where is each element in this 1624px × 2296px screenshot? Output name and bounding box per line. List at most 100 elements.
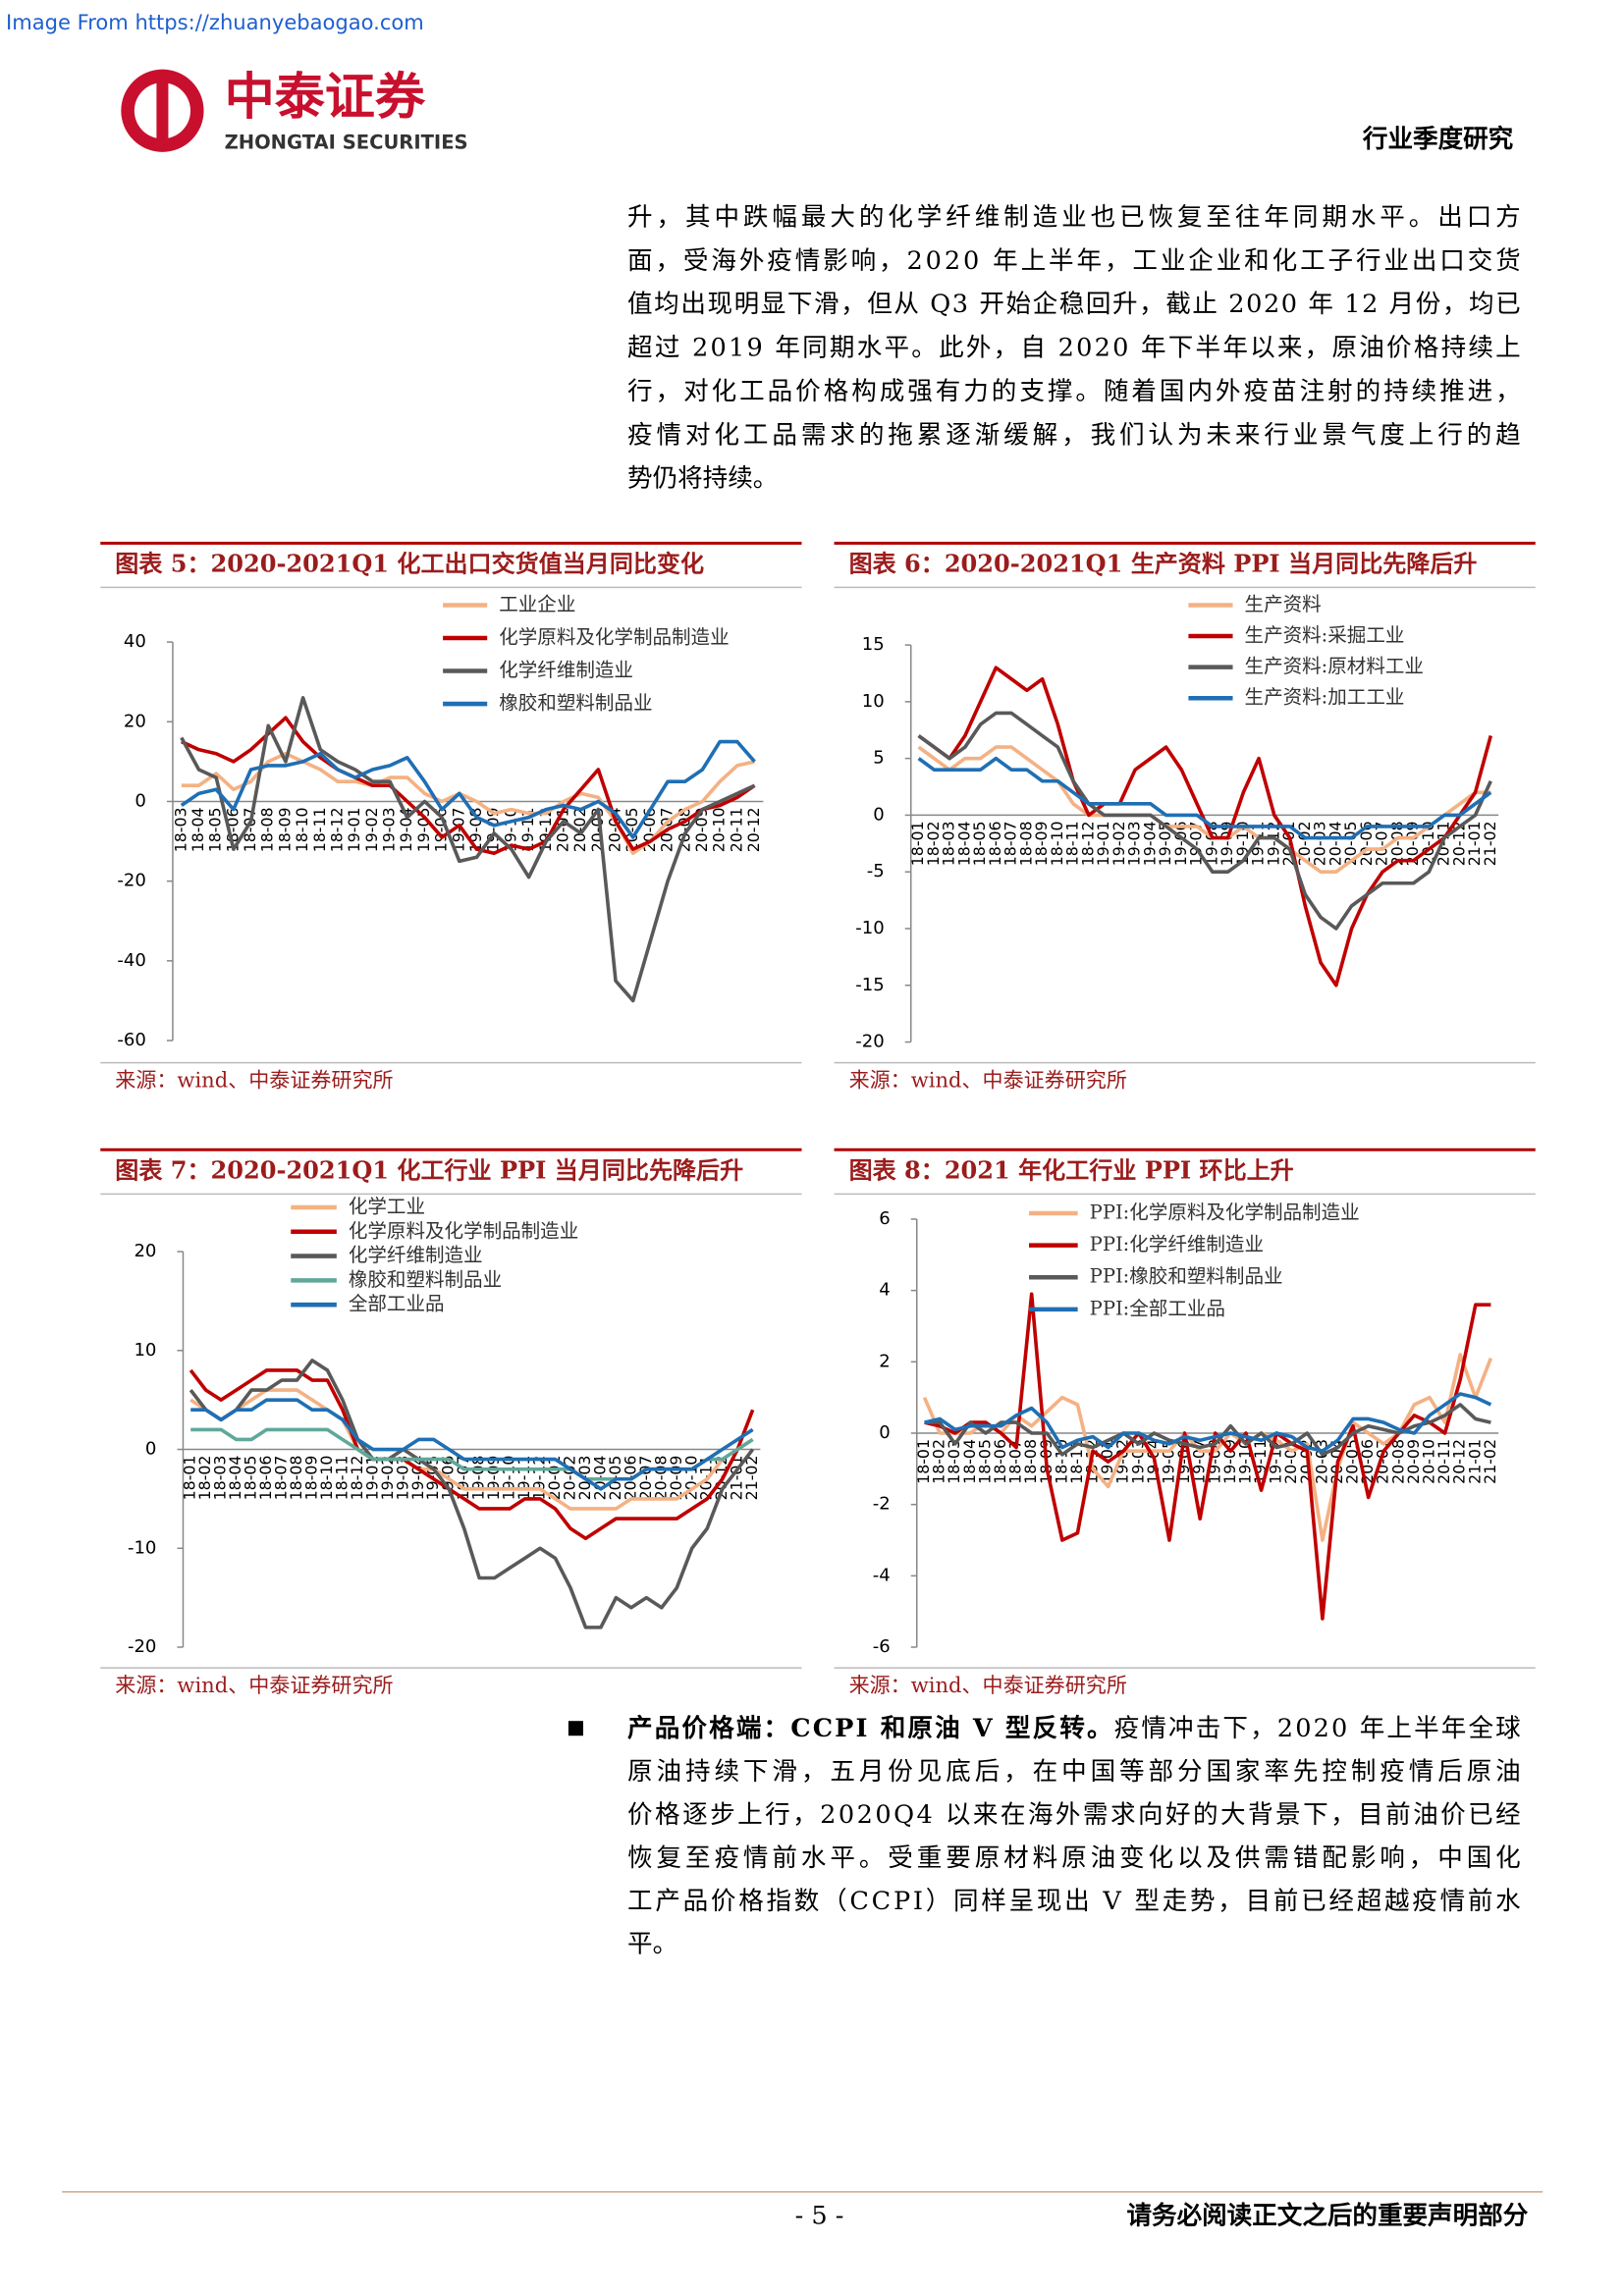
- y-tick-label: 4: [879, 1280, 890, 1301]
- legend-label: 工业企业: [499, 593, 575, 615]
- series-line: [190, 1398, 754, 1491]
- series-line: [180, 739, 756, 839]
- x-tick-label: 19-02: [378, 1456, 397, 1501]
- x-tick-label: 18-01: [181, 1456, 199, 1501]
- y-tick-label: -10: [855, 918, 884, 938]
- report-type: 行业季度研究: [1362, 125, 1514, 154]
- x-tick-label: 18-01: [914, 1439, 933, 1484]
- x-tick-label: 20-09: [1404, 1439, 1423, 1484]
- page-number: - 5 -: [795, 2201, 844, 2230]
- x-tick-label: 19-09: [1220, 1439, 1239, 1484]
- x-tick-label: 18-06: [991, 1439, 1009, 1484]
- y-tick-label: -6: [873, 1636, 891, 1657]
- x-tick-label: 18-02: [195, 1456, 214, 1501]
- x-tick-label: 20-07: [1373, 821, 1391, 866]
- paragraph-line: 行，对化工品价格构成强有力的支撑。随着国内外疫苗注射的持续推进，: [627, 377, 1521, 406]
- y-tick-label: 6: [879, 1208, 890, 1229]
- x-tick-label: 18-04: [954, 821, 973, 866]
- x-tick-label: 21-01: [1465, 821, 1484, 866]
- bullet-line: 工产品价格指数（CCPI）同样呈现出 V 型走势，目前已经超越疫情前水: [627, 1887, 1521, 1916]
- x-tick-label: 20-12: [744, 807, 763, 852]
- x-tick-label: 18-04: [960, 1439, 979, 1484]
- x-tick-label: 18-05: [975, 1439, 994, 1484]
- y-tick-label: 2: [879, 1351, 890, 1371]
- legend-label: PPI:橡胶和塑料制品业: [1090, 1265, 1283, 1288]
- x-tick-label: 18-01: [908, 821, 927, 866]
- chart-title: 图表 6：2020-2021Q1 生产资料 PPI 当月同比先降后升: [849, 549, 1478, 577]
- y-tick-label: 0: [873, 804, 884, 825]
- x-tick-label: 18-10: [293, 807, 311, 852]
- bullet-text: 疫情冲击下，2020 年上半年全球: [1114, 1714, 1521, 1743]
- paragraph: 升，其中跌幅最大的化学纤维制造业也已恢复至往年同期水平。出口方面，受海外疫情影响…: [627, 203, 1521, 494]
- logo-bar: [156, 74, 169, 148]
- chart: 图表 5：2020-2021Q1 化工出口交货值当月同比变化来源：wind、中泰…: [100, 541, 802, 1093]
- legend-label: 化学原料及化学制品制造业: [499, 626, 729, 649]
- x-tick-label: 20-11: [1435, 1439, 1453, 1484]
- x-tick-label: 18-10: [1048, 821, 1066, 866]
- x-tick-label: 18-08: [1016, 821, 1035, 866]
- chart-source: 来源：wind、中泰证券研究所: [849, 1673, 1127, 1697]
- y-tick-label: -15: [855, 975, 884, 995]
- x-tick-label: 18-05: [206, 807, 225, 852]
- x-tick-label: 20-10: [1420, 1439, 1438, 1484]
- legend-label: 生产资料:采掘工业: [1245, 624, 1405, 647]
- chart: 图表 6：2020-2021Q1 生产资料 PPI 当月同比先降后升来源：win…: [834, 541, 1536, 1093]
- x-tick-label: 19-02: [362, 807, 381, 852]
- y-tick-label: -10: [128, 1537, 156, 1558]
- watermark: Image From https://zhuanyebaogao.com: [6, 10, 424, 34]
- chart-title: 图表 8：2021 年化工行业 PPI 环比上升: [849, 1155, 1294, 1184]
- series-line: [917, 711, 1492, 931]
- y-tick-label: 15: [862, 634, 885, 655]
- bullet-lead: 产品价格端：CCPI 和原油 V 型反转。: [627, 1714, 1111, 1743]
- legend-label: 化学纤维制造业: [349, 1244, 483, 1266]
- x-tick-label: 18-05: [970, 821, 989, 866]
- x-tick-label: 18-11: [1063, 821, 1082, 866]
- y-tick-label: -4: [873, 1565, 891, 1585]
- x-tick-label: 18-09: [275, 807, 294, 852]
- x-tick-label: 18-07: [1006, 1439, 1025, 1484]
- bullet-line: 原油持续下滑，五月份见底后，在中国等部分国家率先控制疫情后原油: [627, 1757, 1521, 1787]
- chart: 图表 7：2020-2021Q1 化工行业 PPI 当月同比先降后升来源：win…: [100, 1148, 802, 1697]
- bullet-marker: [568, 1721, 583, 1736]
- y-tick-label: -2: [873, 1494, 891, 1515]
- x-tick-label: 21-02: [1481, 1439, 1499, 1484]
- legend-label: 化学原料及化学制品制造业: [349, 1219, 578, 1242]
- y-tick-label: -60: [117, 1030, 145, 1050]
- y-tick-label: 0: [145, 1439, 156, 1460]
- y-tick-label: -20: [128, 1636, 156, 1657]
- x-tick-label: 20-10: [710, 807, 729, 852]
- x-tick-label: 19-12: [536, 807, 555, 852]
- x-tick-label: 18-05: [242, 1456, 260, 1501]
- x-tick-label: 18-09: [301, 1456, 320, 1501]
- x-tick-label: 20-03: [1311, 821, 1329, 866]
- x-tick-label: 19-02: [1110, 821, 1128, 866]
- x-tick-label: 20-09: [667, 1456, 685, 1501]
- y-tick-label: 5: [873, 748, 884, 769]
- series-line: [189, 1368, 755, 1541]
- legend-label: PPI:化学纤维制造业: [1090, 1233, 1264, 1255]
- paragraph-line: 升，其中跌幅最大的化学纤维制造业也已恢复至往年同期水平。出口方: [627, 203, 1521, 233]
- x-tick-label: 18-03: [211, 1456, 230, 1501]
- x-tick-label: 18-12: [1078, 821, 1097, 866]
- series-line: [181, 751, 755, 856]
- x-tick-label: 18-03: [171, 807, 189, 852]
- bullet-line: 平。: [627, 1930, 677, 1959]
- x-tick-label: 18-07: [1001, 821, 1020, 866]
- x-tick-label: 18-06: [256, 1456, 275, 1501]
- x-tick-label: 19-03: [1125, 821, 1144, 866]
- paragraph-line: 疫情对化工品需求的拖累逐渐缓解，我们认为未来行业景气度上行的趋: [627, 420, 1521, 450]
- chart-source: 来源：wind、中泰证券研究所: [115, 1673, 393, 1697]
- x-tick-label: 18-04: [226, 1456, 244, 1501]
- x-tick-label: 19-01: [362, 1456, 381, 1501]
- series-line: [917, 756, 1492, 840]
- series-line: [189, 1388, 754, 1511]
- series-line: [924, 1403, 1491, 1457]
- x-tick-label: 20-08: [651, 1456, 670, 1501]
- x-tick-label: 18-09: [1032, 821, 1051, 866]
- logo-cn: 中泰证券: [225, 69, 426, 127]
- x-tick-label: 18-08: [258, 807, 277, 852]
- x-tick-label: 19-01: [1094, 821, 1112, 866]
- series-line: [924, 1292, 1491, 1621]
- y-tick-label: -20: [117, 871, 145, 891]
